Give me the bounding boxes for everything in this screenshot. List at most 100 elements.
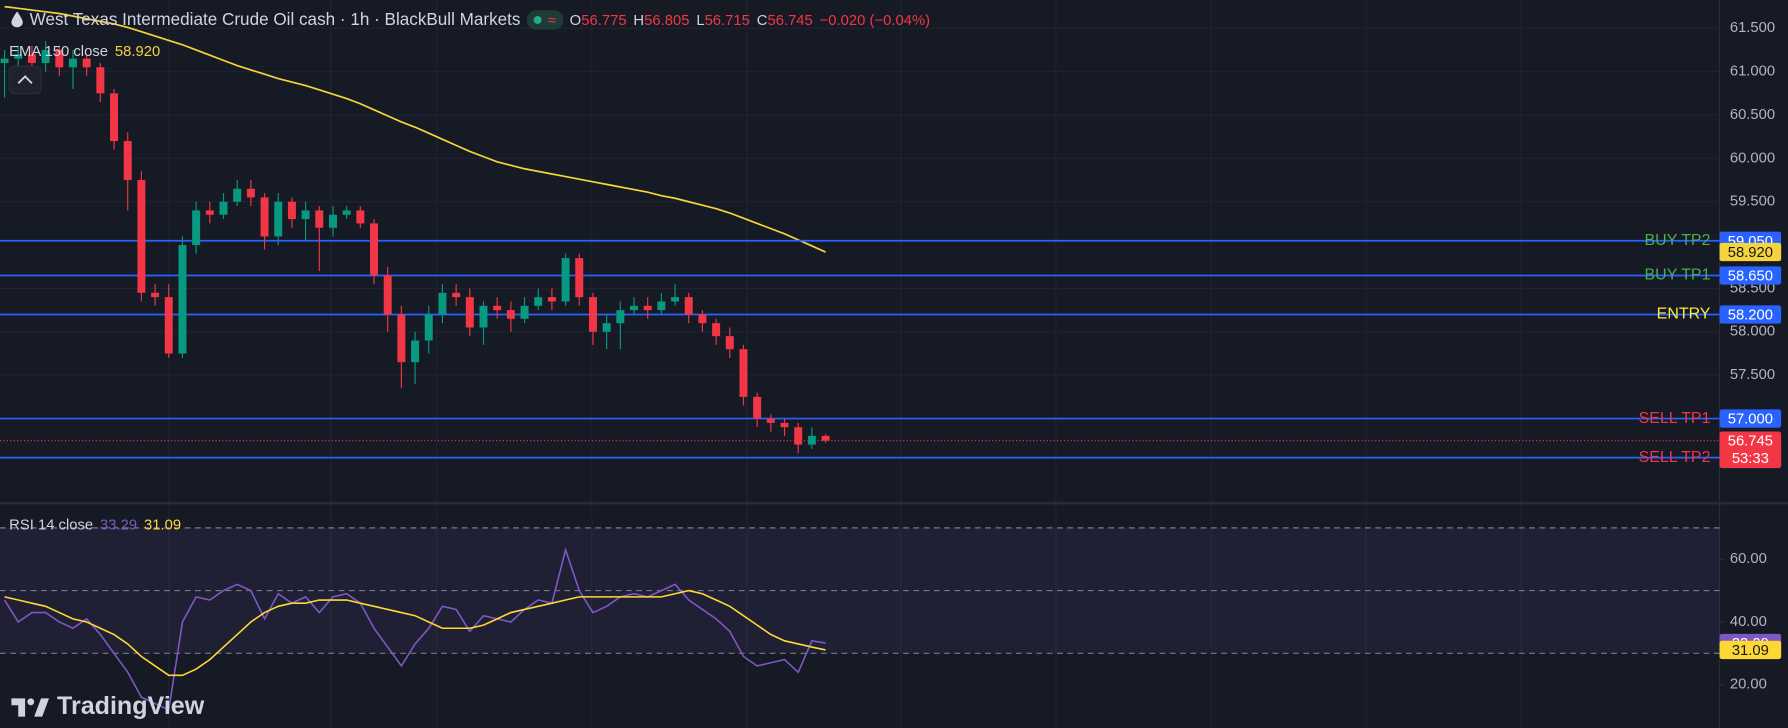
y-tick-label: 40.00: [1730, 614, 1767, 630]
rsi-value-label: 31.09: [1732, 643, 1769, 659]
ohlc-value: 56.715: [704, 10, 750, 28]
logo-mark: [27, 698, 35, 706]
y-tick-label: 61.500: [1730, 20, 1775, 36]
candle-body: [82, 58, 91, 68]
candle-body: [219, 201, 228, 215]
ohlc-value: 56.775: [581, 10, 627, 28]
candle-body: [301, 210, 310, 220]
status-dot: [534, 15, 543, 24]
last-price-label: 56.745: [1728, 434, 1773, 450]
rsi-band: [0, 527, 1720, 654]
candle-body: [233, 188, 242, 202]
price-change: −0.020 (−0.04%): [819, 10, 931, 28]
rsi-legend: RSI 14 close 33.29 31.09: [9, 513, 181, 534]
candle-body: [725, 336, 734, 350]
ohlc-item: H56.805: [633, 11, 689, 28]
candle-body: [397, 314, 406, 363]
vertical-grid: [168, 0, 1522, 728]
candle-body: [246, 188, 255, 198]
level-name: SELL TP1: [1639, 410, 1711, 427]
y-tick-label: 61.000: [1730, 64, 1775, 80]
candle-body: [493, 305, 502, 311]
level-price-box: [1719, 305, 1782, 324]
level-price-box: [1719, 266, 1782, 285]
candle-body: [712, 323, 721, 337]
level-price-label: 57.000: [1728, 412, 1773, 428]
candle-body: [807, 435, 816, 445]
candle-body: [424, 314, 433, 341]
ema-label: EMA 150 close: [9, 41, 109, 59]
candle-body: [547, 297, 556, 302]
candle-body: [657, 301, 666, 311]
candle-body: [287, 201, 296, 220]
ohlc-item: L56.715: [696, 11, 750, 28]
tradingview-logo: TradingView: [11, 692, 205, 720]
candle-body: [452, 292, 461, 298]
y-tick-label: 20.00: [1730, 677, 1767, 693]
candle-body: [137, 180, 146, 293]
y-tick-label: 57.500: [1730, 367, 1775, 383]
candle-body: [753, 396, 762, 419]
y-tick-label: 60.000: [1730, 150, 1775, 166]
logo-mark: [34, 698, 50, 717]
ohlc-key: C: [756, 10, 768, 28]
candle-body: [698, 314, 707, 324]
watermark: TradingView: [57, 692, 205, 720]
level-price-box: [1719, 409, 1782, 428]
ohlc-item: C56.745: [757, 11, 813, 28]
ohlc-values: O56.775 H56.805 L56.715 C56.745: [570, 11, 813, 28]
ohlc-key: L: [696, 10, 705, 28]
rsi-label: RSI 14 close: [9, 515, 94, 533]
candle-body: [342, 210, 351, 215]
market-status[interactable]: ≈: [527, 9, 563, 30]
candle-body: [41, 49, 50, 63]
candle-body: [383, 275, 392, 315]
ohlc-value: 56.745: [767, 10, 813, 28]
last-price-box: [1719, 431, 1782, 469]
candle-body: [534, 297, 543, 306]
ohlc-key: O: [569, 10, 582, 28]
candle-body: [96, 67, 105, 94]
candle-body: [616, 310, 625, 324]
ema-price-label: 58.920: [1728, 245, 1773, 261]
price-pane: 61.50061.00060.50060.00059.50058.50058.0…: [0, 5, 1782, 469]
y-tick-label: 60.00: [1730, 551, 1767, 567]
candle-body: [821, 435, 830, 441]
y-tick-label: 58.000: [1730, 324, 1775, 340]
candle-body: [575, 258, 584, 298]
y-tick-label: 60.500: [1730, 107, 1775, 123]
collapse-button[interactable]: [8, 65, 42, 95]
candle-body: [794, 427, 803, 445]
level-name: ENTRY: [1657, 306, 1711, 323]
candle-body: [520, 305, 529, 319]
candle-body: [205, 210, 214, 215]
candle-body: [356, 210, 365, 224]
rsi-value: 33.29: [100, 515, 138, 533]
candle-body: [27, 54, 36, 63]
candle-body: [561, 258, 570, 302]
candle-body: [671, 297, 680, 302]
candle-body: [766, 418, 775, 423]
rsi-ma-line: [4, 589, 826, 677]
candle-body: [438, 292, 447, 315]
symbol-header: West Texas Intermediate Crude Oil cash ·…: [11, 7, 930, 32]
candle-body: [192, 210, 201, 246]
candle-body: [178, 245, 187, 354]
candle-body: [411, 340, 420, 363]
rsi-line: [3, 547, 826, 711]
level-price-label: 58.200: [1728, 308, 1773, 324]
candle-body: [110, 93, 119, 142]
candle-body: [164, 297, 173, 354]
level-price-label: 58.650: [1728, 269, 1773, 285]
ema-value: 58.920: [114, 41, 161, 59]
candle-body: [0, 58, 9, 63]
candle-body: [479, 305, 488, 328]
ohlc-item: O56.775: [570, 11, 627, 28]
ohlc-key: H: [633, 10, 645, 28]
candle-body: [68, 58, 77, 68]
symbol-title: West Texas Intermediate Crude Oil cash ·…: [29, 9, 521, 30]
candle-body: [315, 210, 324, 228]
level-name: BUY TP2: [1645, 232, 1711, 249]
candle-body: [151, 292, 160, 298]
